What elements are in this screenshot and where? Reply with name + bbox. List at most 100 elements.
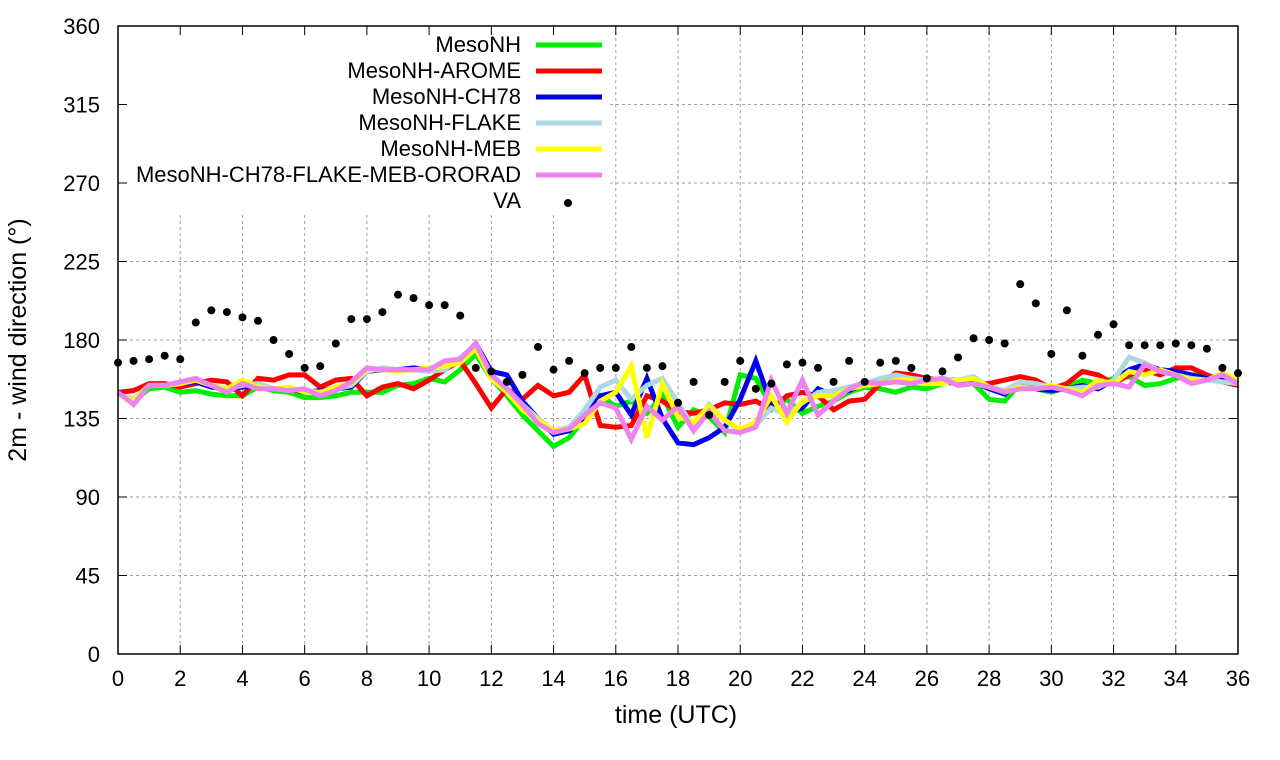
x-tick-label: 26	[915, 666, 939, 691]
va-point	[611, 363, 620, 372]
va-point	[1187, 341, 1196, 350]
va-point	[285, 349, 294, 358]
y-tick-label: 180	[63, 328, 100, 353]
va-point	[658, 362, 667, 371]
va-point	[705, 411, 714, 420]
va-point	[969, 334, 978, 343]
va-point	[1031, 299, 1040, 308]
legend-label: MesoNH-MEB	[380, 136, 521, 161]
va-point	[394, 290, 402, 299]
y-tick-labels: 0 45 90 135 180 225 270 315 360	[63, 14, 100, 667]
va-point	[238, 313, 247, 322]
x-tick-label: 24	[852, 666, 876, 691]
va-point	[300, 363, 309, 372]
va-point	[596, 363, 605, 372]
x-tick-label: 16	[604, 666, 628, 691]
y-tick-label: 315	[63, 93, 100, 118]
va-point	[440, 301, 449, 310]
va-point	[191, 318, 200, 327]
x-tick-label: 6	[299, 666, 311, 691]
va-point	[1171, 339, 1180, 348]
va-point	[907, 363, 916, 372]
va-point	[1000, 339, 1009, 348]
va-point	[1078, 351, 1087, 360]
va-point	[316, 362, 325, 371]
va-point	[502, 377, 511, 386]
va-point	[534, 342, 542, 351]
y-tick-label: 0	[88, 642, 100, 667]
va-point	[1047, 349, 1056, 358]
va-point	[736, 356, 745, 365]
va-point	[160, 351, 169, 360]
va-point	[767, 379, 776, 388]
va-point	[860, 377, 869, 386]
va-point	[269, 336, 278, 344]
x-tick-label: 36	[1226, 666, 1250, 691]
va-point	[1140, 341, 1149, 350]
va-point	[565, 356, 574, 365]
y-tick-label: 360	[63, 14, 100, 39]
va-point	[207, 306, 216, 315]
va-point	[487, 367, 496, 376]
x-tick-label: 34	[1164, 666, 1188, 691]
va-point	[642, 363, 651, 372]
x-tick-label: 20	[728, 666, 752, 691]
va-point	[720, 377, 729, 386]
va-point	[331, 339, 340, 348]
x-tick-label: 28	[977, 666, 1001, 691]
legend-label: VA	[493, 188, 521, 213]
legend-label: MesoNH-CH78	[372, 84, 521, 109]
y-tick-label: 225	[63, 250, 100, 275]
va-point	[689, 377, 698, 386]
va-point	[176, 355, 185, 364]
legend-swatch	[564, 199, 572, 207]
x-tick-label: 12	[479, 666, 503, 691]
legend: MesoNHMesoNH-AROMEMesoNH-CH78MesoNH-FLAK…	[136, 32, 602, 213]
va-point	[782, 360, 791, 369]
va-point	[876, 358, 885, 367]
va-point	[1109, 320, 1118, 329]
y-axis-label: 2m - wind direction (°)	[4, 218, 32, 461]
va-point	[254, 316, 262, 325]
va-point	[1202, 344, 1211, 353]
va-point	[1156, 341, 1165, 350]
legend-label: MesoNH	[435, 32, 521, 57]
x-tick-label: 10	[417, 666, 441, 691]
x-tick-labels: 0 2 4 6 8 10 12 14 16 18 20 22 24 26 28 30 32 34 36	[112, 666, 1250, 691]
va-point	[347, 315, 356, 324]
x-tick-label: 32	[1101, 666, 1125, 691]
series-layer	[114, 280, 1242, 450]
va-point	[129, 356, 138, 365]
va-point	[829, 377, 838, 386]
va-point	[938, 367, 947, 376]
x-axis-label: time (UTC)	[615, 701, 737, 729]
x-tick-label: 22	[790, 666, 814, 691]
x-tick-label: 8	[361, 666, 373, 691]
va-point	[751, 384, 760, 393]
x-tick-label: 2	[174, 666, 186, 691]
x-tick-label: 4	[236, 666, 248, 691]
va-point	[627, 342, 636, 351]
x-tick-label: 30	[1039, 666, 1063, 691]
va-point	[798, 358, 807, 367]
va-point	[456, 311, 465, 320]
y-tick-label: 45	[76, 564, 100, 589]
va-point	[409, 294, 418, 303]
va-point	[814, 363, 822, 372]
x-tick-label: 0	[112, 666, 124, 691]
va-point	[1125, 341, 1134, 350]
va-point	[549, 365, 558, 374]
va-point	[1218, 363, 1227, 372]
va-point	[378, 308, 387, 317]
va-point	[1094, 330, 1102, 339]
x-tick-label: 14	[541, 666, 565, 691]
va-point	[425, 301, 434, 310]
y-tick-label: 135	[63, 407, 100, 432]
va-point	[518, 370, 527, 379]
va-point	[1062, 306, 1071, 315]
grid-lines	[118, 26, 1238, 654]
va-point	[674, 398, 682, 407]
va-point	[471, 363, 480, 372]
legend-label: MesoNH-AROME	[347, 58, 521, 83]
